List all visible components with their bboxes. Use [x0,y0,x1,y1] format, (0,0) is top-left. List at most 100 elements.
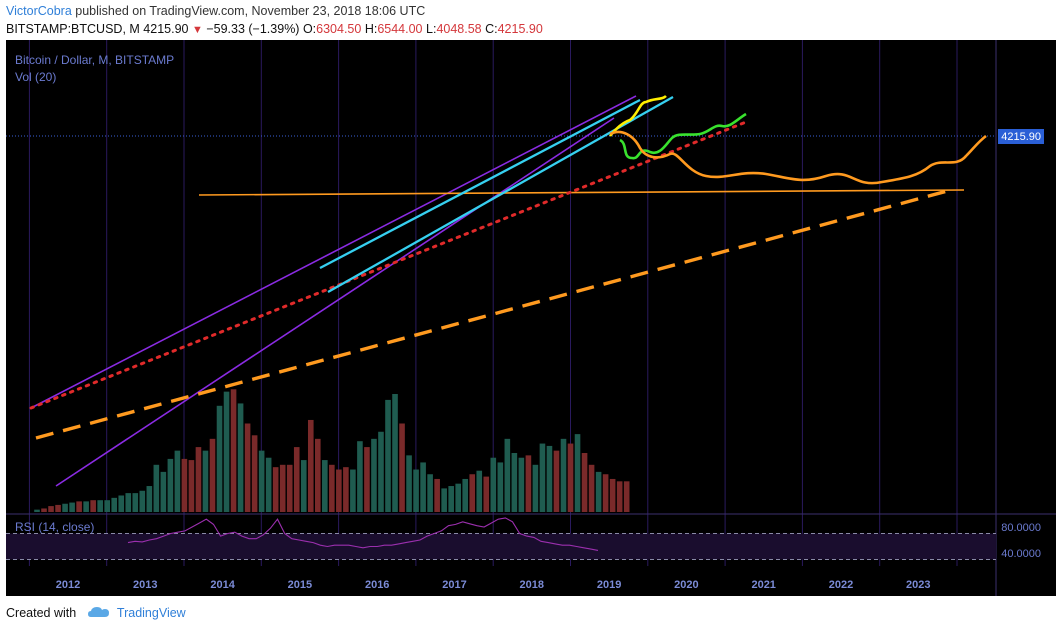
volume-bar [532,464,539,512]
footer: Created with TradingView [6,606,186,621]
volume-bar [483,476,490,512]
year-tick-label: 2022 [829,579,853,591]
volume-bar [195,447,202,512]
year-tick-label: 2015 [288,579,312,591]
volume-bar [293,447,300,512]
volume-bar [237,403,244,512]
tradingview-cloud-icon [87,606,110,621]
volume-bar [188,460,195,512]
volume-bar [420,462,426,512]
volume-bar [139,490,146,512]
volume-bar [202,450,209,512]
volume-bar [48,506,54,512]
rsi-band [6,533,996,560]
volume-bar [518,457,525,512]
low-label: L: [426,22,437,36]
volume-bar [371,438,377,512]
close-value: 4215.90 [497,22,543,36]
volume-bar [315,438,321,512]
last-price-label: 4215.90 [1001,131,1041,143]
volume-bar [104,500,110,512]
year-tick-label: 2018 [520,579,544,591]
volume-bar [329,464,335,512]
volume-bar [118,495,125,512]
volume-bar [272,467,279,512]
orange-horizontal-line [198,189,965,196]
volume-bar [83,501,89,512]
tradingview-link[interactable]: TradingView [116,606,186,620]
volume-bar [574,434,581,512]
projection-drawings [608,94,987,185]
price-chart[interactable]: 32000.0016000.008000.004000.002000.00100… [6,40,1056,596]
volume-bar [160,471,167,512]
volume-bar [97,500,103,512]
volume-bar [434,478,440,512]
year-tick-label: 2013 [133,579,157,591]
volume-bar [567,443,574,512]
volume-bar [525,455,532,512]
volume-bar [588,464,595,512]
down-arrow-icon: ▼ [191,24,203,36]
volume-bar [455,483,461,512]
rsi-line [127,517,599,551]
volume-bar [406,455,412,512]
yellow-projection-curve [608,94,667,137]
volume-bar [357,441,363,512]
volume-bar [504,438,511,512]
rsi-tick-label: 40.0000 [1001,548,1041,560]
orange-dashed-support [35,188,952,440]
volume-bar [364,447,370,512]
volume-bar [511,453,518,512]
volume-bar [560,438,567,512]
volume-bar [244,423,251,512]
volume-bar [385,399,391,512]
chart-background [6,40,1056,596]
volume-bar [602,474,609,512]
publish-line: VictorCobra published on TradingView.com… [6,4,425,18]
volume-bar [413,469,419,512]
author-link[interactable]: VictorCobra [6,4,72,18]
high-label: H: [364,22,378,36]
year-tick-label: 2019 [597,579,621,591]
volume-bar [209,438,216,512]
volume-bar [616,481,623,512]
volume-bar [279,464,286,512]
axes: 32000.0016000.008000.004000.002000.00100… [56,129,1044,591]
volume-bar [497,462,504,512]
volume-bar [490,457,497,512]
price-change: −59.33 (−1.39%) [206,22,300,36]
volume-bar [343,467,349,512]
chart-title: Bitcoin / Dollar, M, BITSTAMP [15,53,174,67]
publish-header: VictorCobra published on TradingView.com… [0,0,1059,40]
volume-bar [216,405,223,512]
year-tick-label: 2016 [365,579,389,591]
volume-bar [55,504,61,512]
volume-bar [69,502,75,512]
volume-bar [153,464,160,512]
quote-line: BITSTAMP:BTCUSD, M 4215.90 ▼ −59.33 (−1.… [6,22,543,36]
volume-bar [76,501,82,512]
volume-bar [223,391,230,512]
volume-bar [167,458,174,512]
volume-bar [286,464,293,512]
volume-bar [62,503,68,512]
symbol-label: BITSTAMP:BTCUSD, M [6,22,140,36]
red-dotted-trendline [29,120,748,410]
last-price: 4215.90 [143,22,189,36]
year-tick-label: 2012 [56,579,80,591]
volume-bar [336,469,342,512]
volume-bar [41,508,47,512]
year-tick-label: 2017 [442,579,466,591]
cyan-channel-upper [319,98,641,270]
last-price-marker [998,129,1044,144]
volume-bar [111,497,118,512]
volume-bar [181,458,188,512]
volume-bar [34,509,40,512]
volume-bar [251,435,258,512]
volume-bar [265,457,272,512]
volume-bar [476,470,483,512]
volume-bar [258,450,265,512]
high-value: 6544.00 [377,22,423,36]
grid-lines [6,40,1056,596]
volume-bar [462,478,469,512]
